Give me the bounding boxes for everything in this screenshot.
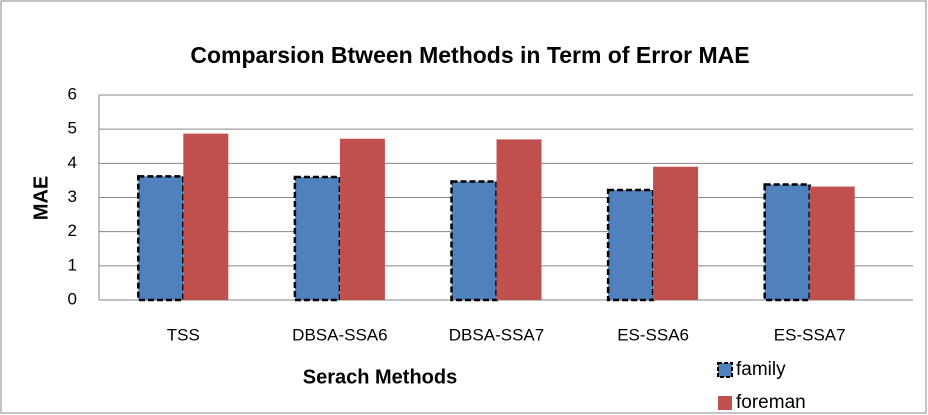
x-tick-label: DBSA-SSA6 bbox=[292, 325, 387, 344]
y-tick-label: 4 bbox=[68, 153, 77, 172]
bar bbox=[763, 183, 811, 302]
y-tick-label: 0 bbox=[68, 289, 77, 308]
x-axis-title: Serach Methods bbox=[303, 366, 457, 388]
y-tick-label: 6 bbox=[68, 84, 77, 103]
legend-swatch bbox=[718, 396, 732, 410]
y-tick-label: 1 bbox=[68, 255, 77, 274]
bar bbox=[137, 175, 185, 302]
x-tick-label: ES-SSA7 bbox=[774, 325, 846, 344]
chart-title: Comparsion Btween Methods in Term of Err… bbox=[190, 42, 749, 68]
bar bbox=[339, 138, 385, 300]
y-tick-label: 5 bbox=[68, 119, 77, 138]
legend-label: foreman bbox=[736, 392, 806, 413]
bar bbox=[606, 188, 655, 302]
x-tick-label: TSS bbox=[167, 325, 200, 344]
bar bbox=[450, 180, 498, 302]
x-tick-label: ES-SSA6 bbox=[617, 325, 689, 344]
legend-label: family bbox=[736, 359, 786, 380]
y-tick-label: 3 bbox=[68, 187, 77, 206]
y-axis-title: MAE bbox=[30, 176, 52, 220]
bar bbox=[496, 139, 542, 300]
bar bbox=[653, 166, 699, 300]
bar bbox=[293, 175, 342, 302]
y-tick-label: 2 bbox=[68, 221, 77, 240]
bar bbox=[183, 133, 229, 300]
legend-swatch bbox=[717, 362, 733, 378]
x-tick-label: DBSA-SSA7 bbox=[449, 325, 544, 344]
bar bbox=[809, 186, 855, 300]
